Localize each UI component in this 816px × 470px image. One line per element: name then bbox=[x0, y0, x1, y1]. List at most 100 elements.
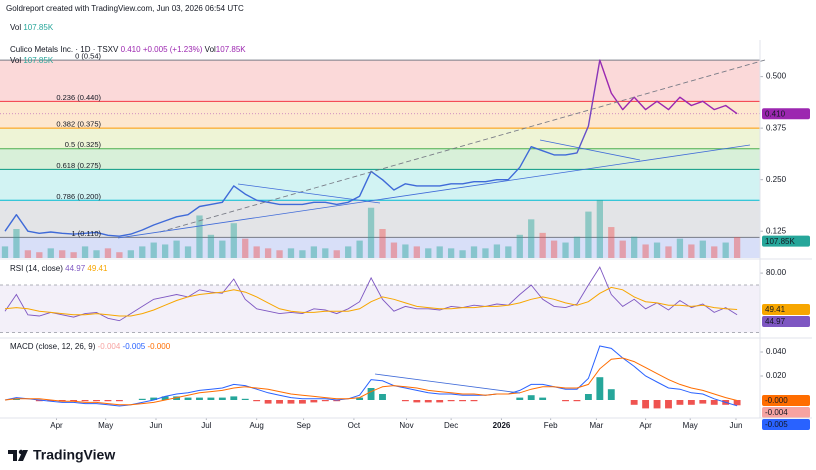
histogram-bar bbox=[413, 400, 421, 403]
histogram-bar bbox=[241, 398, 249, 400]
axis-tag-box bbox=[762, 406, 810, 418]
histogram-bar bbox=[184, 397, 192, 400]
volume-bar bbox=[219, 240, 226, 258]
volume-bar bbox=[733, 237, 741, 258]
last-price: 0.410 bbox=[121, 45, 142, 54]
histogram-bar bbox=[733, 400, 741, 406]
volume-bar bbox=[139, 246, 146, 258]
background-layer bbox=[0, 59, 760, 333]
volume-bar bbox=[333, 250, 340, 258]
x-tick-label: Apr bbox=[639, 421, 652, 430]
fib-zone bbox=[0, 148, 760, 170]
volume-bar bbox=[253, 246, 260, 258]
histogram-bar bbox=[218, 397, 226, 400]
volume-bar bbox=[356, 240, 363, 258]
x-tick-label: Apr bbox=[50, 421, 63, 430]
histogram-bar bbox=[173, 396, 181, 400]
y-tick-label: 80.00 bbox=[766, 268, 787, 277]
volume-bar bbox=[116, 252, 123, 258]
x-tick-label: Mar bbox=[590, 421, 604, 430]
y-tick-label: 0.500 bbox=[766, 72, 787, 81]
fib-label: 0.618 (0.275) bbox=[56, 161, 101, 170]
histogram-bar bbox=[527, 395, 535, 400]
axis-tag-label: -0.000 bbox=[765, 396, 788, 405]
fib-zone bbox=[0, 101, 760, 129]
histogram-bar bbox=[699, 400, 707, 404]
x-tick-label: Feb bbox=[544, 421, 558, 430]
volume-bar bbox=[207, 234, 215, 258]
volume-bar bbox=[562, 242, 569, 258]
axis-tag-box bbox=[762, 108, 810, 120]
volume-bar bbox=[688, 244, 695, 258]
volume-bar bbox=[425, 248, 432, 258]
fib-zone bbox=[0, 200, 760, 238]
volume-legend: Vol 107.85K bbox=[10, 23, 54, 32]
volume-name: Vol bbox=[10, 23, 21, 32]
credit: Goldreport created with TradingView.com,… bbox=[6, 4, 244, 13]
x-tick-label: May bbox=[683, 421, 698, 430]
rsi-band bbox=[0, 285, 760, 333]
axis-tag-box bbox=[762, 235, 810, 247]
signal-line bbox=[4, 357, 738, 406]
x-tick-label: Jun bbox=[730, 421, 743, 430]
fib-zone bbox=[0, 128, 760, 149]
macd-legend: MACD (close, 12, 26, 9) -0.004 -0.005 -0… bbox=[10, 342, 171, 351]
histogram-bar bbox=[562, 400, 569, 402]
x-tick-label: 2026 bbox=[493, 421, 511, 430]
volume-bar bbox=[127, 250, 134, 258]
volume-legend: Vol 107.85K bbox=[10, 56, 54, 65]
volume-bar bbox=[345, 246, 352, 258]
x-tick-label: Aug bbox=[250, 421, 264, 430]
volume-bar bbox=[505, 246, 512, 258]
histogram-bar bbox=[276, 400, 283, 404]
volume-bar bbox=[242, 238, 249, 258]
histogram-bar bbox=[287, 400, 295, 404]
volume-bar bbox=[539, 232, 546, 258]
volume-bar bbox=[493, 244, 501, 258]
volume-bar bbox=[699, 240, 706, 258]
axis-tag-label: 49.41 bbox=[765, 305, 786, 314]
histogram-bar bbox=[230, 396, 238, 400]
fib-zone bbox=[0, 169, 760, 201]
axis-tag-box bbox=[762, 418, 810, 430]
histogram-bar bbox=[687, 400, 695, 405]
y-tick-label: 0.040 bbox=[766, 347, 787, 356]
brand-logo: TradingView bbox=[8, 447, 115, 463]
histogram-bar bbox=[653, 400, 661, 409]
volume-bar bbox=[722, 242, 729, 258]
triangle-line bbox=[539, 139, 641, 161]
histogram-bar bbox=[253, 400, 261, 402]
volume-bar bbox=[196, 215, 203, 258]
x-tick-label: Jul bbox=[201, 421, 211, 430]
volume-bar bbox=[470, 246, 478, 258]
histogram-bar bbox=[58, 400, 66, 402]
rsi-legend: RSI (14, close) 44.97 49.41 bbox=[10, 264, 108, 273]
volume-bar bbox=[287, 248, 295, 258]
histogram-bar bbox=[264, 400, 272, 404]
symbol-title: Culico Metals Inc. · 1D · TSXV bbox=[10, 45, 119, 54]
histogram-bar bbox=[596, 377, 604, 400]
logo-dot bbox=[18, 449, 24, 455]
volume-bar bbox=[436, 246, 443, 258]
histogram-bar bbox=[81, 400, 89, 402]
histogram-bar bbox=[70, 400, 78, 402]
volume-bar bbox=[596, 200, 603, 258]
histogram-bar bbox=[584, 394, 592, 400]
volume-bar bbox=[47, 248, 54, 258]
volume-bar bbox=[379, 229, 386, 258]
volume-bar bbox=[264, 248, 272, 258]
histogram-value: -0.004 bbox=[98, 342, 121, 351]
histogram-bar bbox=[401, 400, 409, 402]
histogram-bar bbox=[321, 400, 329, 402]
histogram-bar bbox=[138, 398, 146, 400]
axis-tag-label: 0.410 bbox=[765, 109, 786, 118]
histogram-bar bbox=[516, 397, 524, 400]
volume-bar bbox=[653, 242, 661, 258]
volume-bar bbox=[36, 252, 43, 258]
histogram-bar bbox=[104, 400, 112, 402]
volume-bar bbox=[70, 252, 77, 258]
histogram-bar bbox=[436, 400, 444, 403]
fib-label: 0.5 (0.325) bbox=[65, 140, 102, 149]
volume-bar bbox=[402, 244, 409, 258]
